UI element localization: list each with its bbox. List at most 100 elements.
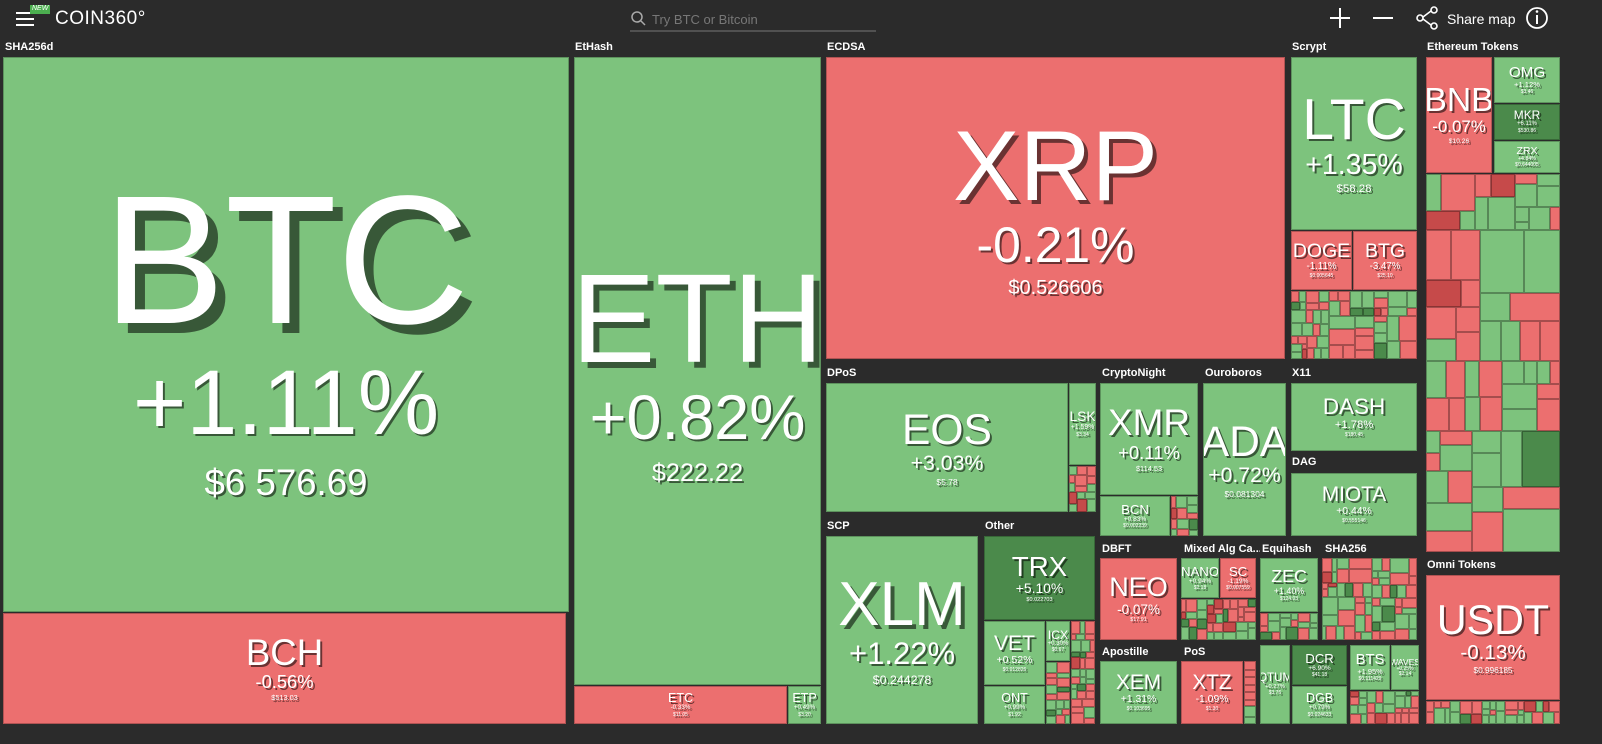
small-tile[interactable] xyxy=(1084,718,1095,724)
small-tile[interactable] xyxy=(1388,307,1407,316)
coin-tile[interactable]: ZEC +1.40% $124.03 xyxy=(1260,558,1318,612)
small-tile[interactable] xyxy=(1372,571,1378,578)
small-tile[interactable] xyxy=(1084,707,1095,718)
small-tile[interactable] xyxy=(1207,632,1214,640)
small-tile[interactable] xyxy=(1426,453,1440,471)
small-tile[interactable] xyxy=(1057,692,1070,700)
small-tile[interactable] xyxy=(1244,685,1256,692)
small-tile[interactable] xyxy=(1085,634,1095,640)
small-tile[interactable] xyxy=(1302,323,1313,336)
small-tile[interactable] xyxy=(1321,310,1329,324)
small-tile[interactable] xyxy=(1306,291,1319,303)
small-tile[interactable] xyxy=(1313,324,1320,336)
small-tile[interactable] xyxy=(1460,714,1471,724)
small-tile[interactable] xyxy=(1080,677,1086,684)
coin-tile[interactable]: NEO -0.07% $17.91 xyxy=(1100,558,1177,640)
small-tile[interactable] xyxy=(1260,613,1268,626)
coin-tile[interactable]: DCR +6.90% $41.18 xyxy=(1292,645,1347,685)
small-tile[interactable] xyxy=(1472,512,1503,552)
coin-tile[interactable]: TRX +5.10% $0.022703 xyxy=(984,536,1095,620)
small-tile[interactable] xyxy=(1071,707,1084,713)
small-tile[interactable] xyxy=(1401,713,1409,724)
small-tile[interactable] xyxy=(1475,174,1491,197)
coin-tile[interactable]: BTC +1.11% $6 576.69 xyxy=(3,57,569,612)
small-tile[interactable] xyxy=(1197,610,1207,619)
small-tile[interactable] xyxy=(1426,431,1440,453)
small-tile[interactable] xyxy=(1382,606,1395,622)
small-tile[interactable] xyxy=(1515,184,1537,207)
small-tile[interactable] xyxy=(1441,174,1475,211)
small-tile[interactable] xyxy=(1537,384,1560,399)
small-tile[interactable] xyxy=(1307,348,1314,359)
small-tile[interactable] xyxy=(1426,361,1446,398)
small-tile[interactable] xyxy=(1480,230,1524,293)
small-tile[interactable] xyxy=(1397,585,1406,598)
small-tile[interactable] xyxy=(1426,211,1460,230)
small-tile[interactable] xyxy=(1337,558,1349,569)
small-tile[interactable] xyxy=(1355,603,1365,615)
small-tile[interactable] xyxy=(1537,186,1560,207)
coin-tile[interactable]: XLM +1.22% $0.244278 xyxy=(826,536,978,724)
small-tile[interactable] xyxy=(1046,716,1056,724)
small-tile[interactable] xyxy=(1380,598,1395,606)
small-tile[interactable] xyxy=(1046,685,1057,694)
small-tile[interactable] xyxy=(1479,361,1502,397)
small-tile[interactable] xyxy=(1322,597,1338,615)
small-tile[interactable] xyxy=(1491,174,1515,197)
small-tile[interactable] xyxy=(1087,484,1096,492)
small-tile[interactable] xyxy=(1426,174,1441,211)
small-tile[interactable] xyxy=(1046,694,1057,700)
small-tile[interactable] xyxy=(1381,308,1388,316)
small-tile[interactable] xyxy=(1223,609,1228,622)
small-tile[interactable] xyxy=(1077,499,1087,512)
small-tile[interactable] xyxy=(1056,700,1064,709)
small-tile[interactable] xyxy=(1372,598,1380,606)
small-tile[interactable] xyxy=(1071,640,1081,652)
small-tile[interactable] xyxy=(1046,700,1056,710)
small-tile[interactable] xyxy=(1460,701,1472,714)
small-tile[interactable] xyxy=(1456,307,1480,332)
small-tile[interactable] xyxy=(1365,603,1372,615)
small-tile[interactable] xyxy=(1307,336,1317,348)
small-tile[interactable] xyxy=(1518,701,1524,710)
small-tile[interactable] xyxy=(1472,487,1503,512)
small-tile[interactable] xyxy=(1383,691,1395,704)
small-tile[interactable] xyxy=(1355,350,1374,359)
small-tile[interactable] xyxy=(1280,618,1291,627)
small-tile[interactable] xyxy=(1071,713,1084,724)
small-tile[interactable] xyxy=(1189,627,1197,640)
small-tile[interactable] xyxy=(1355,615,1365,632)
small-tile[interactable] xyxy=(1056,709,1062,715)
small-tile[interactable] xyxy=(1244,607,1256,612)
small-tile[interactable] xyxy=(1329,345,1343,359)
small-tile[interactable] xyxy=(1448,471,1472,503)
small-tile[interactable] xyxy=(1518,710,1524,715)
small-tile[interactable] xyxy=(1550,207,1560,230)
small-tile[interactable] xyxy=(1540,321,1560,361)
small-tile[interactable] xyxy=(1291,336,1298,344)
coin-tile[interactable]: NANO +0.94% $2.18 xyxy=(1181,558,1219,598)
small-tile[interactable] xyxy=(1411,691,1419,696)
small-tile[interactable] xyxy=(1329,329,1355,345)
small-tile[interactable] xyxy=(1338,597,1355,610)
small-tile[interactable] xyxy=(1409,713,1419,724)
small-tile[interactable] xyxy=(1355,328,1374,336)
small-tile[interactable] xyxy=(1181,599,1186,612)
small-tile[interactable] xyxy=(1465,361,1479,397)
small-tile[interactable] xyxy=(1310,623,1318,628)
small-tile[interactable] xyxy=(1402,608,1417,614)
small-tile[interactable] xyxy=(1451,230,1480,280)
small-tile[interactable] xyxy=(1189,530,1198,536)
small-tile[interactable] xyxy=(1515,207,1529,222)
small-tile[interactable] xyxy=(1071,699,1082,707)
small-tile[interactable] xyxy=(1329,291,1338,301)
zoom-in[interactable] xyxy=(1330,8,1350,28)
small-tile[interactable] xyxy=(1409,629,1417,640)
coin-tile[interactable]: BTS +1.95% $0.111429 xyxy=(1350,645,1390,690)
coin-tile[interactable]: MKR +6.11% $530.86 xyxy=(1494,104,1560,140)
small-tile[interactable] xyxy=(1537,399,1560,431)
small-tile[interactable] xyxy=(1550,361,1560,384)
small-tile[interactable] xyxy=(1291,613,1298,620)
small-tile[interactable] xyxy=(1390,585,1397,598)
small-tile[interactable] xyxy=(1387,316,1399,341)
